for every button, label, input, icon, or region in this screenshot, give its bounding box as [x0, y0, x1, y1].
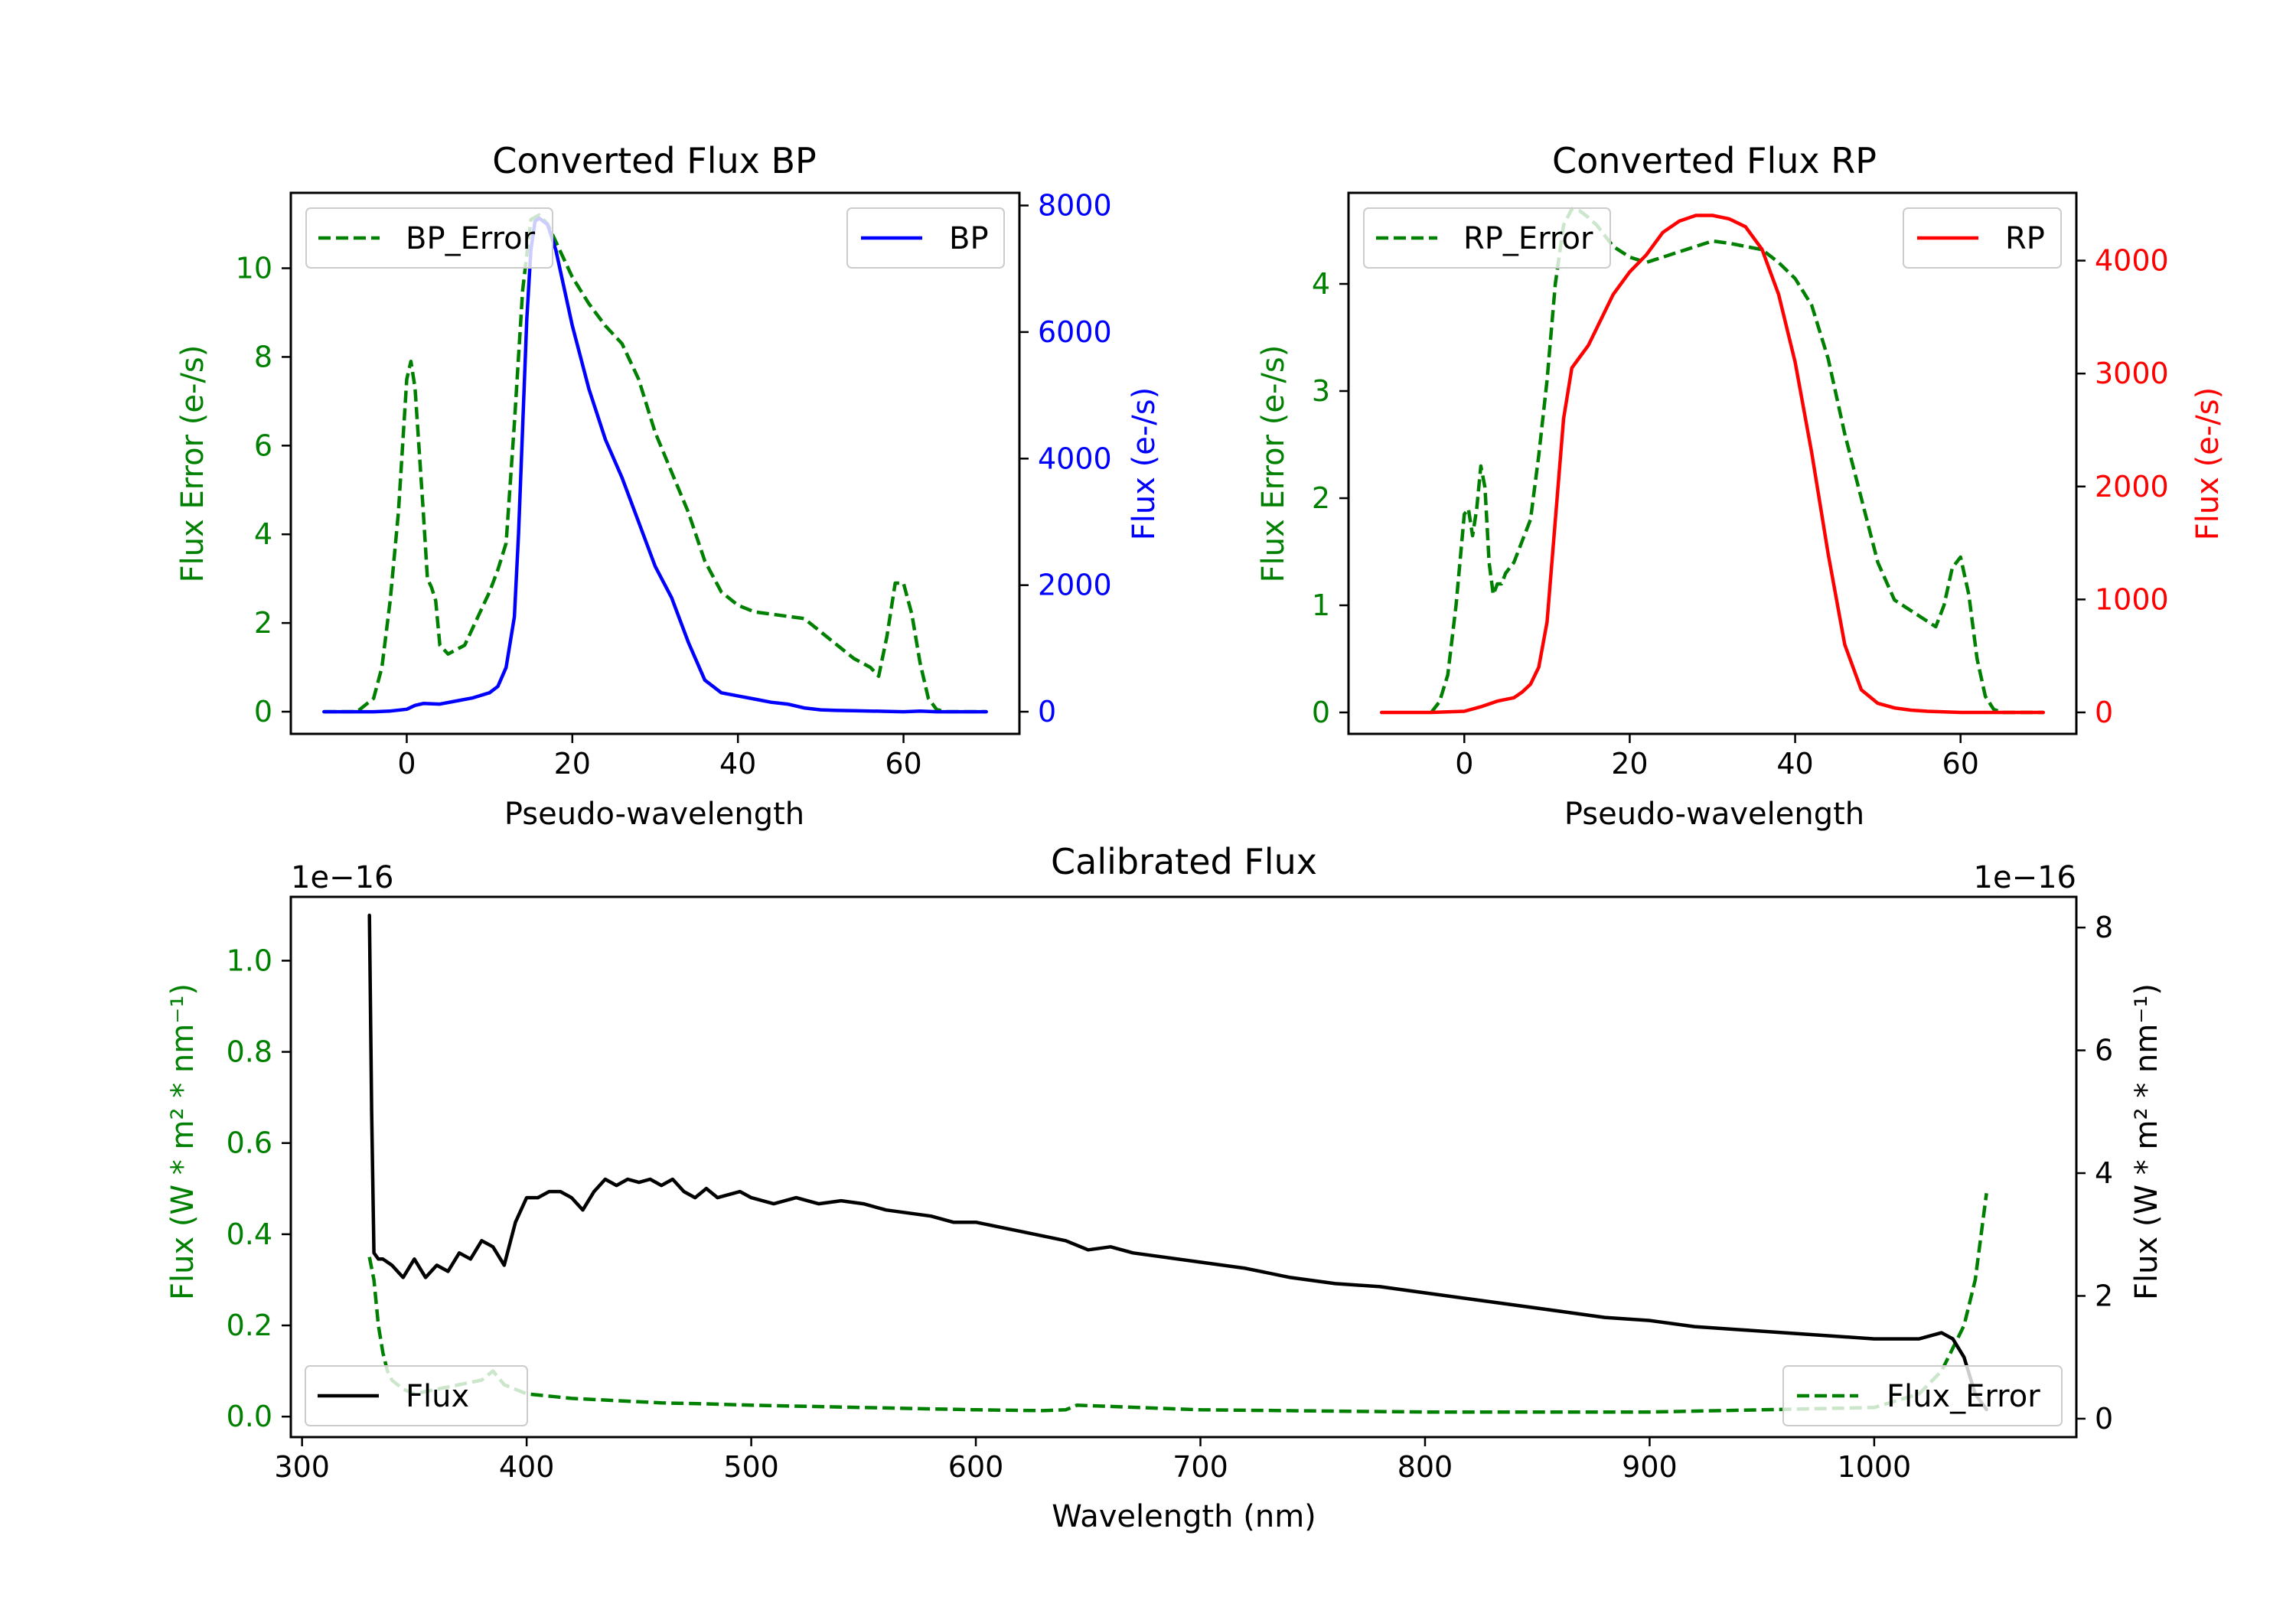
- x-tick-label: 900: [1622, 1450, 1678, 1484]
- left-y-tick-label: 8: [254, 340, 272, 373]
- series-line-rp-error: [1430, 207, 2043, 715]
- plot-frame: [289, 895, 2078, 1439]
- left-y-axis-label: Flux Error (e-/s): [1256, 345, 1291, 583]
- left-y-tick-label: 4: [254, 517, 272, 551]
- x-tick-label: 40: [1776, 747, 1813, 781]
- right-y-tick-label: 2000: [2095, 470, 2169, 504]
- axis-ticks: 0 20 40 60 0 2 4 6 8 10 0 2000 4000 6000 8000: [236, 189, 1112, 781]
- chart-title: Converted Flux RP: [1552, 140, 1877, 181]
- legend-box: [305, 207, 553, 269]
- x-tick-label: 1000: [1838, 1450, 1912, 1484]
- plot-area: [1379, 207, 2046, 715]
- x-tick-label: 60: [1942, 747, 1979, 781]
- series-line-bp-error: [324, 213, 987, 714]
- right-y-tick-label: 2000: [1038, 569, 1112, 602]
- x-axis-label: Pseudo-wavelength: [504, 797, 804, 832]
- left-y-axis-label: Flux Error (e-/s): [175, 345, 210, 583]
- legend-flux-error: Flux_Error: [1782, 1365, 2063, 1426]
- right-y-tick-label: 4: [2095, 1156, 2113, 1190]
- x-tick-label: 40: [719, 747, 756, 781]
- plot-frame: [289, 191, 1021, 735]
- x-tick-label: 700: [1172, 1450, 1228, 1484]
- x-axis-label: Wavelength (nm): [1052, 1499, 1316, 1534]
- left-y-tick-label: 0.4: [227, 1217, 272, 1251]
- left-y-tick-label: 0.6: [227, 1126, 272, 1160]
- right-y-tick-label: 6: [2095, 1034, 2113, 1068]
- x-tick-label: 0: [1455, 747, 1473, 781]
- left-y-tick-label: 0.2: [227, 1309, 272, 1342]
- series-line-rp: [1379, 214, 2046, 715]
- right-y-tick-label: 8000: [1038, 189, 1112, 223]
- legend-label: BP: [949, 221, 989, 256]
- left-y-axis-label: Flux (W * m² * nm⁻¹): [165, 983, 201, 1300]
- legend-label: RP_Error: [1463, 221, 1593, 256]
- x-tick-label: 0: [397, 747, 416, 781]
- right-y-tick-label: 0: [1038, 695, 1056, 729]
- legend-bp: BP: [846, 207, 1005, 269]
- right-y-tick-label: 2: [2095, 1279, 2113, 1312]
- left-y-tick-label: 2: [254, 606, 272, 640]
- plot-area: [322, 213, 988, 714]
- left-y-tick-label: 4: [1312, 267, 1330, 301]
- panel-calibrated-flux: Calibrated Flux Wavelength (nm) 1e−16 1e…: [165, 841, 2164, 1534]
- right-y-tick-label: 0: [2095, 1402, 2113, 1436]
- left-y-tick-label: 0: [1312, 696, 1330, 729]
- panel-converted-flux-bp: Converted Flux BP Pseudo-wavelength Flux…: [175, 140, 1162, 832]
- left-y-tick-label: 0.0: [227, 1400, 272, 1433]
- legend-label: BP_Error: [406, 221, 536, 256]
- left-y-tick-label: 0: [254, 695, 272, 729]
- left-y-tick-label: 2: [1312, 481, 1330, 515]
- series-line-bp: [322, 216, 988, 714]
- x-axis-label: Pseudo-wavelength: [1564, 797, 1864, 832]
- right-y-tick-label: 4000: [2095, 244, 2169, 278]
- right-y-tick-label: 0: [2095, 696, 2113, 729]
- chart-title: Calibrated Flux: [1051, 841, 1317, 882]
- legend-box: [1782, 1365, 2063, 1426]
- legend-box: [846, 207, 1005, 269]
- legend-label: Flux: [406, 1379, 469, 1414]
- left-y-tick-label: 10: [236, 252, 272, 285]
- left-axis-multiplier: 1e−16: [291, 860, 393, 895]
- legend-box: [305, 1365, 528, 1426]
- legend-box: [1363, 207, 1611, 269]
- left-y-tick-label: 6: [254, 429, 272, 462]
- x-tick-label: 20: [554, 747, 591, 781]
- legend-flux: Flux: [305, 1365, 528, 1426]
- legend-box: [1903, 207, 2062, 269]
- legend-rp-error: RP_Error: [1363, 207, 1611, 269]
- plot-frame: [1347, 191, 2078, 735]
- legend-bp-error: BP_Error: [305, 207, 553, 269]
- x-tick-label: 500: [723, 1450, 779, 1484]
- legend-label: RP: [2005, 221, 2045, 256]
- x-tick-label: 60: [885, 747, 921, 781]
- right-y-tick-label: 1000: [2095, 582, 2169, 616]
- x-tick-label: 800: [1397, 1450, 1453, 1484]
- series-line-flux: [367, 913, 1988, 1412]
- x-tick-label: 600: [948, 1450, 1004, 1484]
- right-axis-multiplier: 1e−16: [1974, 860, 2076, 895]
- right-y-tick-label: 4000: [1038, 442, 1112, 475]
- right-y-axis-label: Flux (e-/s): [1127, 387, 1162, 540]
- panel-converted-flux-rp: Converted Flux RP Pseudo-wavelength Flux…: [1256, 140, 2226, 832]
- right-y-axis-label: Flux (e-/s): [2190, 387, 2226, 540]
- left-y-tick-label: 1.0: [227, 944, 272, 977]
- left-y-tick-label: 1: [1312, 588, 1330, 622]
- right-y-tick-label: 8: [2095, 911, 2113, 944]
- right-y-tick-label: 3000: [2095, 357, 2169, 390]
- left-y-tick-label: 0.8: [227, 1035, 272, 1069]
- x-tick-label: 400: [499, 1450, 555, 1484]
- left-y-tick-label: 3: [1312, 374, 1330, 408]
- chart-title: Converted Flux BP: [492, 140, 817, 181]
- x-tick-label: 300: [274, 1450, 330, 1484]
- right-y-axis-label: Flux (W * m² * nm⁻¹): [2129, 983, 2164, 1300]
- axis-ticks: 300 400 500 600 700 800 900 1000 0.0 0.2 0.4 0.6 0.8…: [227, 911, 2114, 1484]
- legend-label: Flux_Error: [1887, 1379, 2040, 1414]
- legend-rp: RP: [1903, 207, 2062, 269]
- x-tick-label: 20: [1611, 747, 1648, 781]
- right-y-tick-label: 6000: [1038, 315, 1112, 349]
